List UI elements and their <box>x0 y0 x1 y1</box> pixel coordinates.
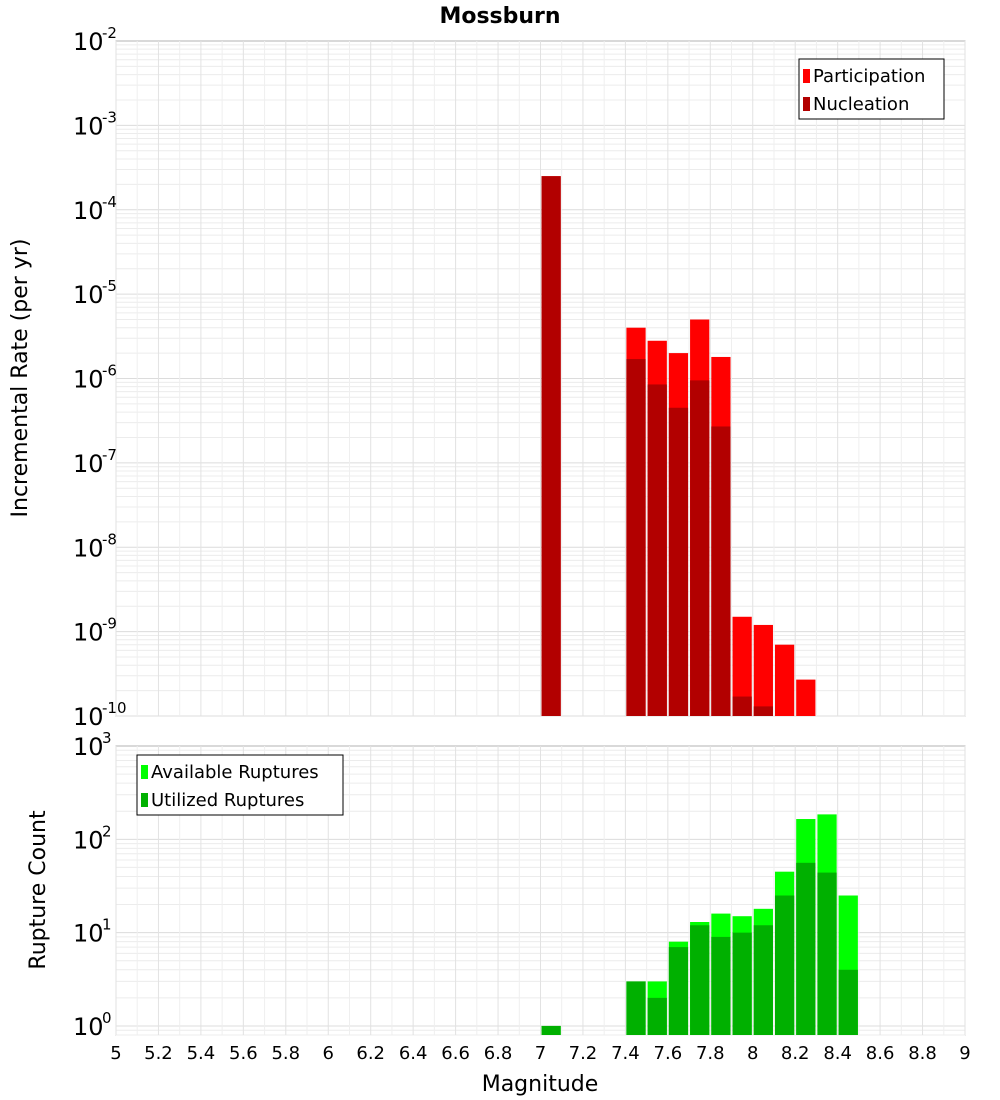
y-tick-label: 10 <box>73 112 104 140</box>
count-bar-series1 <box>732 932 752 1035</box>
x-tick-label: 6.4 <box>399 1043 428 1064</box>
y-tick-label: 10 <box>73 826 104 854</box>
x-tick-label: 5.4 <box>187 1043 216 1064</box>
y-tick-exponent: -10 <box>102 699 127 717</box>
y-tick-exponent: -8 <box>102 530 117 548</box>
count-legend-swatch <box>141 793 148 807</box>
y-tick-exponent: -3 <box>102 108 117 126</box>
y-tick-exponent: 3 <box>102 729 112 747</box>
y-tick-label: 10 <box>73 281 104 309</box>
y-tick-label: 10 <box>73 703 104 731</box>
x-tick-label: 5.6 <box>229 1043 258 1064</box>
y-tick-exponent: 1 <box>102 916 112 934</box>
x-tick-label: 6.8 <box>484 1043 513 1064</box>
rate-bar-series1 <box>626 359 646 716</box>
x-tick-label: 7.4 <box>611 1043 640 1064</box>
rate-bar-series1 <box>732 696 752 716</box>
x-tick-label: 7.6 <box>654 1043 683 1064</box>
y-tick-label: 10 <box>73 366 104 394</box>
count-bar-series1 <box>753 925 773 1035</box>
x-tick-label: 8.2 <box>781 1043 810 1064</box>
x-tick-label: 6 <box>323 1043 334 1064</box>
y-tick-exponent: 0 <box>102 1009 112 1027</box>
y-tick-exponent: -9 <box>102 615 117 633</box>
y-tick-label: 10 <box>73 450 104 478</box>
y-tick-label: 10 <box>73 197 104 225</box>
rate-legend-swatch <box>803 97 810 111</box>
y-tick-label: 10 <box>73 534 104 562</box>
rate-y-axis-label: Incremental Rate (per yr) <box>8 239 33 518</box>
rate-bar-series1 <box>711 426 731 716</box>
rate-bar-series0 <box>774 644 795 716</box>
rate-bar-series0 <box>796 679 816 716</box>
x-tick-label: 8.6 <box>866 1043 895 1064</box>
count-bar-series1 <box>796 862 816 1035</box>
count-bar-series1 <box>541 1025 561 1035</box>
rate-legend-box <box>798 58 945 120</box>
rate-bar-series1 <box>668 407 689 716</box>
y-tick-exponent: 2 <box>102 822 112 840</box>
count-bar-series1 <box>711 936 731 1035</box>
rate-legend-swatch <box>803 69 810 83</box>
y-tick-label: 10 <box>73 920 104 948</box>
y-tick-exponent: -7 <box>102 446 117 464</box>
rate-bar-series0 <box>753 624 773 716</box>
x-tick-label: 8 <box>747 1043 758 1064</box>
y-tick-label: 10 <box>73 28 104 56</box>
rate-bar-series1 <box>647 384 667 716</box>
rate-bar-series1 <box>541 176 561 716</box>
count-legend-label: Available Ruptures <box>151 762 319 783</box>
y-tick-exponent: -4 <box>102 193 117 211</box>
count-bar-series1 <box>626 981 646 1035</box>
x-tick-label: 6.2 <box>356 1043 385 1064</box>
y-tick-label: 10 <box>73 1013 104 1041</box>
count-bar-series1 <box>817 872 837 1035</box>
count-bar-series1 <box>838 969 858 1035</box>
rate-bar-series1 <box>690 380 710 716</box>
x-axis-label: Magnitude <box>482 1072 599 1097</box>
rate-legend: Participation Nucleation <box>798 58 945 120</box>
y-tick-exponent: -5 <box>102 277 117 295</box>
y-tick-exponent: -2 <box>102 24 117 42</box>
y-tick-label: 10 <box>73 733 104 761</box>
x-tick-label: 8.4 <box>823 1043 852 1064</box>
x-tick-label: 9 <box>959 1043 970 1064</box>
rate-bar-series1 <box>753 706 773 716</box>
count-legend: Available Ruptures Utilized Ruptures <box>136 754 344 816</box>
x-tick-label: 5.2 <box>144 1043 173 1064</box>
x-tick-label: 7 <box>535 1043 546 1064</box>
x-tick-label: 6.6 <box>441 1043 470 1064</box>
x-tick-label: 7.2 <box>569 1043 598 1064</box>
x-tick-label: 7.8 <box>696 1043 725 1064</box>
x-tick-label: 8.8 <box>908 1043 937 1064</box>
count-bar-series1 <box>647 997 667 1035</box>
y-tick-label: 10 <box>73 619 104 647</box>
count-y-axis-label: Rupture Count <box>26 810 51 970</box>
x-tick-label: 5 <box>110 1043 121 1064</box>
count-legend-box <box>136 754 344 816</box>
count-legend-swatch <box>141 765 148 779</box>
chart-title: Mossburn <box>439 4 560 29</box>
count-bar-series1 <box>690 925 710 1035</box>
rate-legend-label: Nucleation <box>813 94 909 115</box>
count-bar-series1 <box>668 947 689 1035</box>
count-bar-series1 <box>774 895 795 1035</box>
rate-legend-label: Participation <box>813 66 925 87</box>
rate-bar-series0 <box>732 616 752 716</box>
x-tick-label: 5.8 <box>271 1043 300 1064</box>
y-tick-exponent: -6 <box>102 362 117 380</box>
count-legend-label: Utilized Ruptures <box>151 790 304 811</box>
